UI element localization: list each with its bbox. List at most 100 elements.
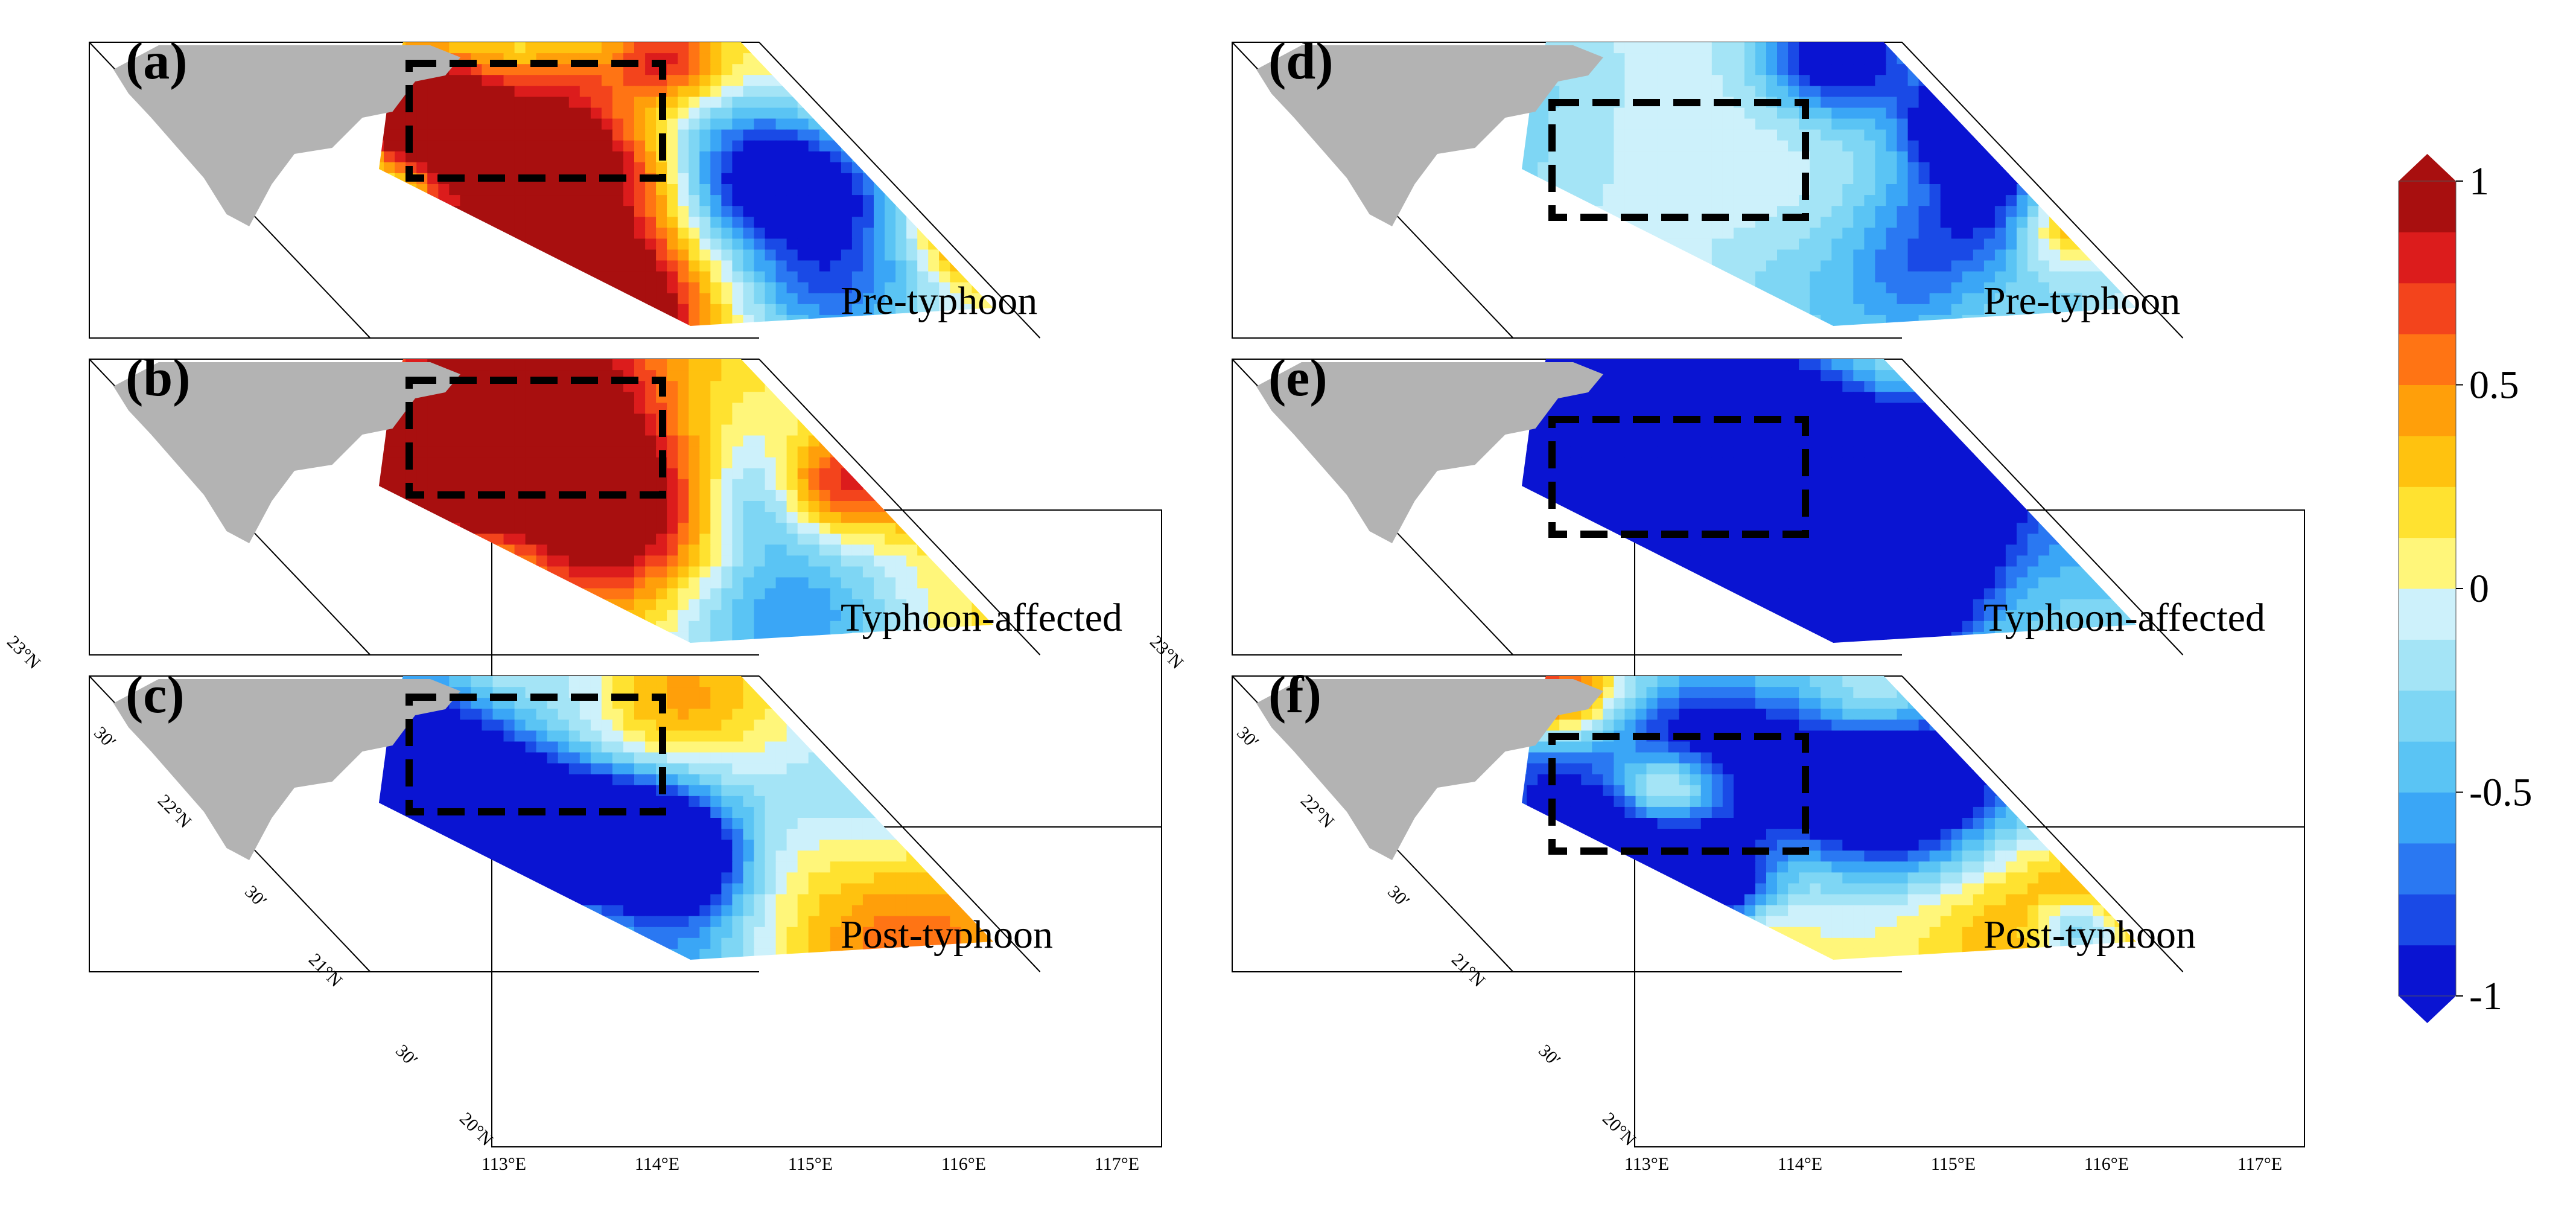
heatmap-cell [765,140,777,152]
heatmap-cell [590,359,602,371]
heatmap-cell [841,53,853,65]
heatmap-cell [449,392,461,404]
heatmap-cell [754,588,766,600]
heatmap-cell [972,850,984,863]
heatmap-cell [427,140,439,152]
heatmap-cell [1918,53,1930,65]
heatmap-cell [765,468,777,480]
heatmap-cell [851,861,863,873]
heatmap-cell [754,818,766,830]
heatmap-cell [558,687,570,699]
heatmap-cell [775,162,787,174]
heatmap-cell [379,490,384,502]
heatmap-cell [743,392,755,404]
heatmap-cell [830,162,842,174]
heatmap-cell [808,282,820,294]
heatmap-cell [460,479,472,491]
heatmap-cell [786,249,798,261]
heatmap-cell [667,359,679,371]
heatmap-cell [786,829,798,841]
heatmap-cell [460,861,472,873]
heatmap-cell [699,97,711,109]
heatmap-cell [972,42,984,54]
heatmap-cell [950,173,962,185]
heatmap-cell [841,140,853,152]
heatmap-cell [851,206,863,218]
heatmap-cell [797,293,809,305]
heatmap-cell [656,512,668,524]
heatmap-cell [395,829,407,841]
heatmap-cell [514,424,526,436]
heatmap-cell [1886,64,1898,76]
heatmap-cell [438,588,450,600]
heatmap-cell [841,818,853,830]
heatmap-cell [395,468,407,480]
heatmap-cell [961,479,973,491]
heatmap-cell [645,195,657,207]
heatmap-cell [656,840,668,852]
heatmap-cell [438,555,450,567]
heatmap-cell [830,490,842,502]
heatmap-cell [775,806,787,818]
heatmap-cell [710,948,722,960]
heatmap-cell [895,523,908,535]
heatmap-cell [492,850,504,863]
heatmap-cell [384,588,395,600]
heatmap-cell [775,370,787,382]
heatmap-cell [895,271,908,283]
heatmap-cell [438,719,450,732]
heatmap-cell [765,631,777,643]
heatmap-cell [438,894,450,906]
heatmap-cell [1973,64,1985,76]
heatmap-cell [623,752,635,764]
heatmap-cell [885,173,896,185]
heatmap-cell [449,905,461,917]
heatmap-cell [1733,64,1745,76]
heatmap-cell [612,86,624,98]
heatmap-cell [449,850,461,863]
heatmap-cell [568,872,580,884]
heatmap-cell [972,107,984,120]
heatmap-cell [579,304,591,316]
heatmap-cell [471,314,483,326]
heatmap-cell [438,282,450,294]
heatmap-cell [623,610,635,622]
heatmap-cell [678,107,690,120]
heatmap-cell [808,610,820,622]
heatmap-cell [503,883,515,895]
heatmap-cell [536,271,548,283]
heatmap-cell [808,599,820,611]
heatmap-cell [917,555,929,567]
heatmap-cell [797,937,809,949]
heatmap-cell [471,457,483,469]
heatmap-cell [416,937,428,949]
heatmap-cell [786,621,798,633]
heatmap-cell [601,403,613,415]
heatmap-cell [732,195,744,207]
heatmap-cell [612,206,624,218]
heatmap-cell [525,872,537,884]
heatmap-cell [482,260,494,272]
heatmap-cell [395,534,407,546]
heatmap-cell [808,151,820,163]
heatmap-cell [667,118,679,130]
heatmap-cell [558,282,570,294]
heatmap-cell [895,719,908,732]
heatmap-cell [514,676,526,688]
heatmap-cell [906,184,918,196]
heatmap-cell [547,883,559,895]
heatmap-cell [2017,107,2028,120]
heatmap-cell [732,763,744,775]
heatmap-cell [482,228,494,240]
heatmap-cell [590,501,602,513]
heatmap-cell [438,534,450,546]
heatmap-cell [601,544,613,557]
heatmap-cell [754,840,766,852]
heatmap-cell [547,534,559,546]
heatmap-cell [786,534,798,546]
heatmap-cell [503,806,515,818]
heatmap-cell [536,883,548,895]
heatmap-cell [590,271,602,283]
heatmap-cell [645,151,657,163]
heatmap-cell [874,118,885,130]
